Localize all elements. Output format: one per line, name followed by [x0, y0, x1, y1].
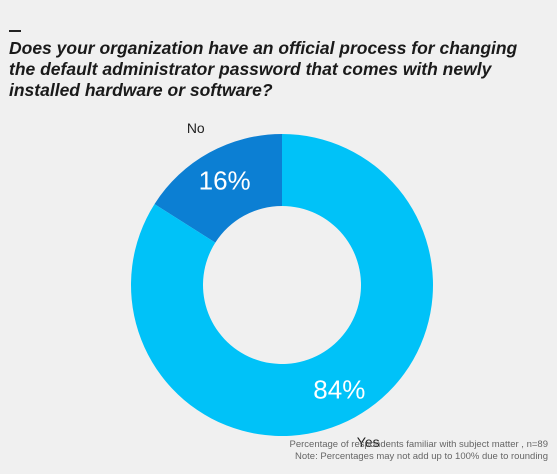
footnote-sample-size: Percentage of respondents familiar with … — [289, 439, 549, 450]
value-label-no: 16% — [199, 166, 251, 196]
category-label-no: No — [187, 120, 205, 136]
title-dash — [9, 30, 21, 32]
footnote: Percentage of respondents familiar with … — [290, 439, 549, 463]
slice-no — [154, 134, 282, 243]
category-label-yes: Yes — [357, 434, 380, 450]
chart-title: Does your organization have an official … — [9, 38, 518, 100]
slice-yes — [131, 134, 433, 436]
footnote-rounding-note: Note: Percentages may not add up to 100%… — [295, 451, 548, 462]
value-label-yes: 84% — [313, 374, 365, 404]
